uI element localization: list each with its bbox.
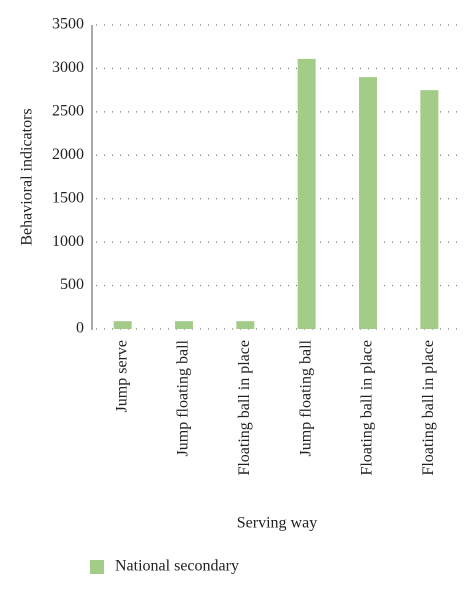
x-tick-label: Jump serve [113, 340, 130, 412]
x-tick-label: Jump floating ball [175, 339, 192, 456]
x-tick-label: Floating ball in place [236, 340, 253, 476]
bar [236, 321, 255, 329]
x-axis-label: Serving way [237, 515, 317, 532]
x-tick-label: Jump floating ball [297, 339, 314, 456]
y-tick-label: 2000 [52, 146, 84, 163]
y-tick-label: 1500 [52, 189, 84, 206]
bar [297, 58, 316, 329]
x-tick-label: Floating ball in place [420, 340, 437, 476]
y-tick-label: 3500 [52, 16, 84, 33]
bar [420, 90, 439, 330]
y-tick-label: 0 [76, 320, 84, 337]
y-tick-label: 500 [60, 276, 84, 293]
legend-label: National secondary [115, 558, 239, 575]
y-tick-label: 3000 [52, 59, 84, 76]
bar [175, 321, 193, 329]
y-axis-label: Behavioral indicators [19, 108, 36, 245]
bar [359, 77, 377, 329]
y-tick-label: 2500 [52, 103, 84, 120]
bar [113, 321, 132, 329]
x-tick-label: Floating ball in place [359, 340, 376, 476]
y-tick-label: 1000 [52, 233, 84, 250]
legend-swatch [90, 560, 104, 574]
